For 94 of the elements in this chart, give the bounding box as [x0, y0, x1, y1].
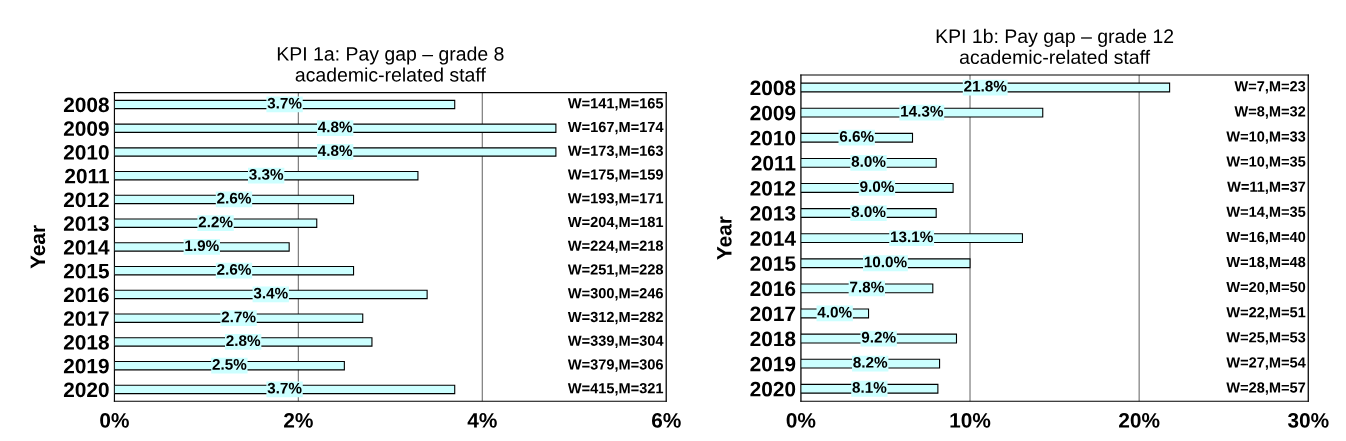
data-label: 3.7% [267, 382, 302, 394]
annotation: W=312,M=282 [567, 311, 663, 325]
data-label: 3.7% [267, 97, 302, 109]
annotation: W=300,M=246 [567, 288, 663, 301]
chart-title: KPI 1a: Pay gap – grade 8 academic-related staff [277, 46, 504, 82]
data-label: 9.2% [861, 331, 896, 343]
y-tick-label: 2014 [750, 231, 796, 246]
data-label: 8.1% [852, 382, 887, 393]
annotation: W=10,M=35 [1226, 156, 1306, 169]
annotation: W=224,M=218 [567, 240, 664, 253]
y-tick-label: 2015 [750, 256, 796, 271]
x-tick-label: 0% [100, 412, 129, 428]
annotation: W=16,M=40 [1226, 231, 1306, 245]
data-label: 7.8% [850, 281, 884, 293]
bar [114, 147, 557, 157]
annotation: W=339,M=304 [567, 335, 664, 348]
x-tick-label: 0% [786, 412, 816, 428]
chart-title: KPI 1b: Pay gap – grade 12 academic-related staff [936, 28, 1174, 65]
data-label: 2.8% [226, 335, 261, 347]
y-tick-label: 2012 [750, 180, 796, 196]
x-tick-label: 10% [950, 412, 991, 428]
y-tick-label: 2013 [63, 216, 109, 231]
data-label: 2.5% [212, 358, 247, 370]
annotation: W=18,M=48 [1226, 256, 1306, 270]
y-tick-label: 2016 [750, 281, 796, 297]
annotation: W=379,M=306 [567, 359, 663, 372]
y-tick-label: 2008 [750, 80, 796, 96]
y-tick-label: 2013 [750, 206, 796, 221]
data-label: 21.8% [964, 80, 1007, 92]
bar [114, 123, 557, 133]
x-tick-label: 20% [1119, 412, 1160, 428]
y-tick-label: 2016 [63, 287, 109, 303]
data-label: 14.3% [901, 105, 944, 117]
annotation: W=27,M=54 [1226, 357, 1306, 370]
y-tick-label: 2009 [750, 105, 796, 121]
data-label: 3.4% [253, 287, 288, 299]
data-label: 8.0% [851, 206, 886, 218]
annotation: W=28,M=57 [1226, 382, 1306, 395]
annotation: W=173,M=163 [567, 145, 663, 158]
data-label: 9.0% [860, 181, 894, 193]
y-tick-label: 2017 [750, 306, 796, 322]
y-tick-label: 2009 [63, 121, 109, 136]
y-tick-label: 2018 [63, 334, 109, 350]
annotation: W=251,M=228 [567, 264, 664, 277]
bar [114, 313, 364, 323]
data-label: 8.0% [851, 156, 886, 167]
x-tick-label: 2% [284, 412, 313, 428]
y-tick-label: 2015 [63, 263, 109, 279]
y-tick-label: 2014 [63, 239, 110, 255]
annotation: W=14,M=35 [1226, 206, 1306, 220]
y-tick-label: 2020 [63, 382, 109, 398]
y-tick-label: 2019 [750, 356, 796, 372]
annotation: W=204,M=181 [567, 216, 664, 230]
y-tick-label: 2018 [750, 331, 796, 347]
y-tick-label: 2008 [63, 97, 109, 113]
y-tick-label: 2010 [63, 144, 109, 160]
y-tick-label: 2011 [65, 168, 109, 184]
annotation: W=141,M=165 [567, 98, 664, 111]
x-tick-label: 4% [467, 413, 497, 428]
y-tick-label: 2019 [63, 358, 109, 374]
x-tick-label: 30% [1287, 412, 1329, 428]
data-label: 10.0% [864, 256, 907, 268]
data-label: 2.7% [221, 311, 256, 323]
annotation: W=8,M=32 [1234, 106, 1306, 119]
data-label: 8.2% [853, 356, 888, 368]
y-tick-label: 2011 [751, 155, 796, 171]
annotation: W=193,M=171 [567, 193, 664, 206]
data-label: 2.6% [217, 192, 251, 204]
annotation: W=11,M=37 [1227, 181, 1306, 194]
annotation: W=22,M=51 [1226, 307, 1306, 320]
y-tick-label: 2020 [750, 381, 796, 397]
data-label: 4.8% [317, 121, 353, 133]
annotation: W=415,M=321 [567, 383, 664, 396]
data-label: 13.1% [890, 231, 933, 243]
y-tick-label: 2012 [63, 192, 109, 208]
data-label: 4.0% [817, 306, 852, 318]
annotation: W=7,M=23 [1234, 81, 1306, 94]
annotation: W=10,M=33 [1226, 131, 1306, 144]
annotation: W=20,M=50 [1226, 281, 1306, 295]
bar [114, 337, 373, 347]
y-axis-title: Year [717, 216, 732, 260]
annotation: W=167,M=174 [567, 121, 664, 135]
data-label: 2.2% [198, 216, 233, 228]
data-label: 3.3% [249, 169, 284, 180]
y-tick-label: 2017 [63, 311, 109, 326]
y-tick-label: 2010 [750, 130, 796, 146]
annotation: W=175,M=159 [567, 169, 663, 182]
x-tick-label: 6% [651, 412, 681, 428]
data-label: 1.9% [185, 240, 219, 252]
y-axis-title: Year [30, 225, 46, 269]
data-label: 2.6% [217, 263, 251, 275]
data-label: 6.6% [839, 131, 874, 142]
data-label: 4.8% [317, 145, 353, 157]
annotation: W=25,M=53 [1226, 332, 1306, 345]
